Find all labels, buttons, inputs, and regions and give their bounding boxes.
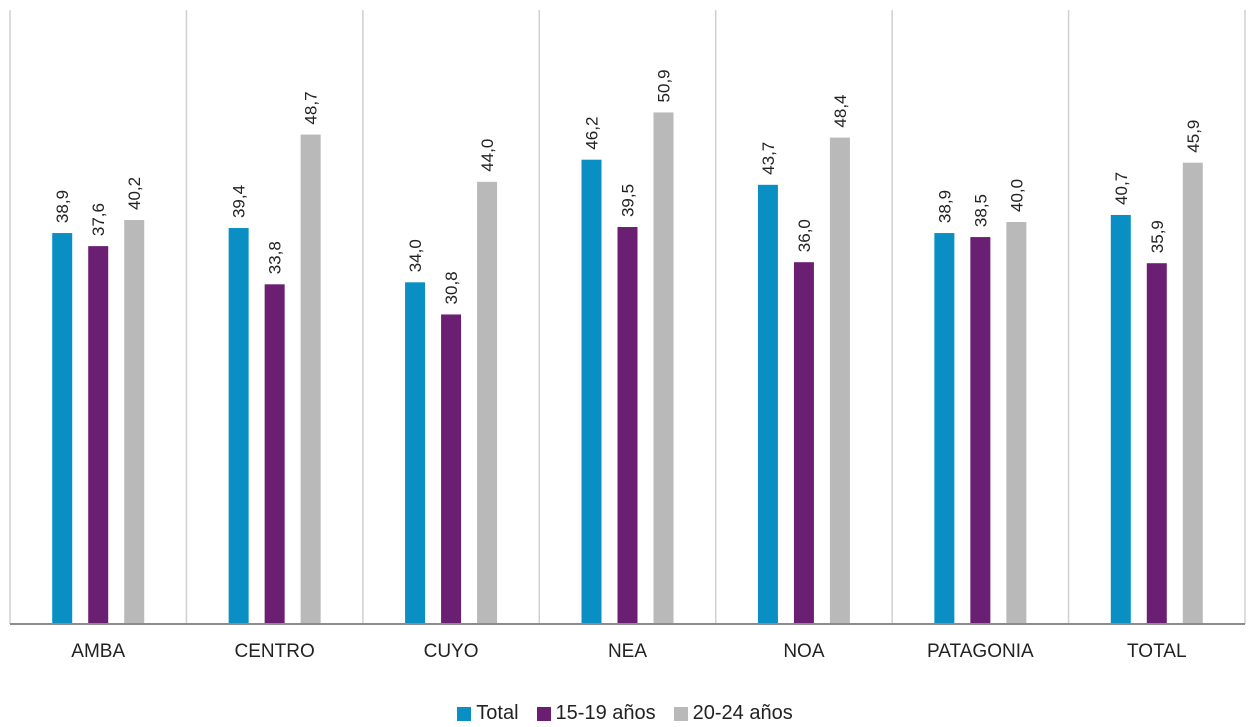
legend: Total 15-19 años 20-24 años [0, 700, 1250, 727]
bar-amba-series-2 [88, 246, 109, 624]
legend-swatch [536, 706, 551, 721]
bar-total-series-1 [1110, 214, 1131, 624]
data-label: 34,0 [406, 239, 425, 272]
bar-total-series-2 [1146, 263, 1167, 624]
x-tick-label: AMBA [71, 641, 125, 662]
data-label: 35,9 [1148, 220, 1167, 253]
data-label: 30,8 [442, 271, 461, 304]
bar-cuyo-series-1 [405, 282, 426, 624]
bar-cuyo-series-2 [441, 314, 462, 624]
bar-nea-series-3 [653, 112, 674, 624]
x-tick-label: NEA [608, 641, 647, 662]
data-label: 48,4 [831, 94, 850, 127]
bar-nea-series-1 [581, 159, 602, 624]
legend-item: Total [457, 702, 519, 725]
x-tick-label: CUYO [424, 641, 479, 662]
data-label: 43,7 [759, 142, 778, 175]
data-label: 46,2 [583, 117, 602, 150]
data-label: 40,2 [125, 177, 144, 210]
data-label: 39,4 [230, 185, 249, 218]
bar-patagonia-series-2 [970, 237, 991, 624]
legend-swatch [673, 706, 688, 721]
data-label: 33,8 [266, 241, 285, 274]
bar-total-series-3 [1182, 162, 1203, 624]
bar-amba-series-3 [124, 219, 145, 625]
bar-patagonia-series-3 [1006, 222, 1027, 624]
data-label: 39,5 [619, 184, 638, 217]
data-label: 50,9 [655, 69, 674, 102]
bar-centro-series-3 [300, 134, 321, 624]
data-label: 40,0 [1007, 179, 1026, 212]
data-label: 38,9 [53, 190, 72, 223]
legend-swatch [457, 706, 472, 721]
legend-label: 15-19 años [555, 702, 656, 724]
x-axis-tick-labels: AMBA CENTRO CUYO NEA NOA PATAGONIA TOTAL [71, 641, 1186, 662]
bar-noa-series-3 [829, 137, 850, 624]
category-separators [9, 10, 1246, 624]
legend-item: 15-19 años [536, 702, 656, 725]
bar-centro-series-2 [264, 284, 285, 624]
bar-cuyo-series-3 [477, 181, 498, 625]
legend-item: 20-24 años [673, 702, 793, 725]
legend-label: 20-24 años [692, 702, 793, 724]
bar-amba-series-1 [52, 233, 73, 624]
x-tick-label: NOA [783, 641, 825, 662]
data-label: 40,7 [1112, 172, 1131, 205]
bar-nea-series-2 [617, 227, 638, 624]
data-label: 45,9 [1184, 120, 1203, 153]
x-tick-label: CENTRO [235, 641, 315, 662]
data-label: 36,0 [795, 219, 814, 252]
data-label: 38,5 [971, 194, 990, 227]
data-labels: 38,9 37,6 40,2 39,4 33,8 48,7 34,0 30,8 44,0 46,2… [53, 69, 1203, 304]
data-label: 38,9 [935, 190, 954, 223]
data-label: 37,6 [89, 203, 108, 236]
bar-centro-series-1 [228, 228, 249, 624]
data-label: 48,7 [302, 91, 321, 124]
bars [52, 112, 1203, 625]
x-tick-label: PATAGONIA [927, 641, 1034, 662]
bar-noa-series-2 [793, 262, 814, 624]
x-tick-label: TOTAL [1127, 641, 1186, 662]
legend-label: Total [476, 702, 519, 724]
bar-noa-series-1 [757, 184, 778, 624]
data-label: 44,0 [478, 139, 497, 172]
bar-patagonia-series-1 [934, 233, 955, 624]
bar-chart: 38,9 37,6 40,2 39,4 33,8 48,7 34,0 30,8 44,0 46,2… [9, 10, 1246, 662]
